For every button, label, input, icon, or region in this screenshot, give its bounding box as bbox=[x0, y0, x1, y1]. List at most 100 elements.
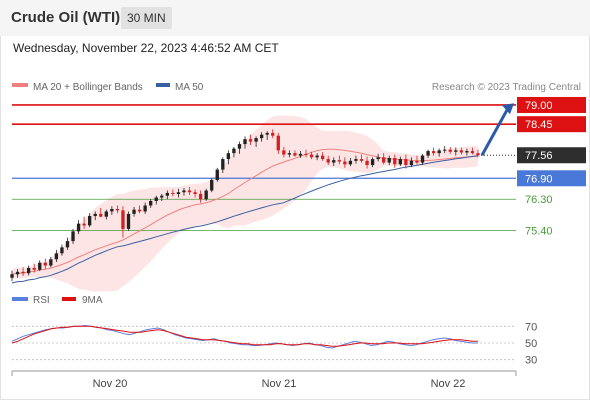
candle-body bbox=[43, 262, 47, 266]
ma50-legend-label: MA 50 bbox=[175, 82, 204, 93]
level-tag-79-00 bbox=[517, 96, 586, 113]
candle-body bbox=[315, 155, 319, 158]
candle-body bbox=[476, 153, 480, 156]
candle-body bbox=[221, 159, 225, 170]
candle-body bbox=[110, 209, 114, 212]
instrument-title: Crude Oil (WTI) bbox=[11, 9, 121, 26]
candle-body bbox=[448, 149, 452, 152]
candle-body bbox=[26, 267, 31, 274]
rsi-tick-label: 50 bbox=[525, 338, 537, 350]
candle-body bbox=[254, 138, 258, 142]
candle-body bbox=[370, 159, 375, 166]
candle-body bbox=[248, 139, 253, 142]
candle-body bbox=[149, 200, 153, 206]
candle-body bbox=[393, 158, 397, 165]
candle-body bbox=[10, 274, 14, 278]
ma9-legend-swatch bbox=[62, 297, 76, 301]
candle-body bbox=[387, 158, 391, 163]
candle-body bbox=[343, 161, 347, 165]
candle-body bbox=[365, 160, 369, 166]
candle-body bbox=[376, 157, 380, 160]
ma50-legend-swatch bbox=[156, 83, 170, 87]
x-tick-label: Nov 20 bbox=[93, 378, 128, 390]
candle-body bbox=[76, 223, 81, 232]
rsi-tick-label: 70 bbox=[525, 321, 537, 333]
forecast-arrow bbox=[480, 107, 510, 156]
candle-body bbox=[454, 150, 458, 152]
candle-body bbox=[49, 259, 53, 266]
candle-body bbox=[210, 180, 214, 191]
candle-body bbox=[104, 211, 108, 217]
candle-body bbox=[82, 223, 86, 226]
header-bar: Crude Oil (WTI) 30 MIN bbox=[0, 0, 590, 36]
candle-body bbox=[115, 209, 120, 211]
candle-body bbox=[237, 144, 242, 149]
candle-body bbox=[304, 153, 308, 155]
credit-label: Research © 2023 Trading Central bbox=[432, 82, 581, 93]
candle-body bbox=[215, 169, 219, 181]
level-tag-78-45 bbox=[517, 116, 586, 133]
candle-body bbox=[171, 192, 175, 194]
candle-body bbox=[459, 150, 464, 153]
candle-body bbox=[259, 134, 264, 139]
candle-body bbox=[437, 150, 441, 154]
candle-body bbox=[137, 209, 142, 212]
candle-body bbox=[126, 213, 131, 229]
rsi-legend-swatch bbox=[12, 297, 28, 301]
x-tick-label: Nov 21 bbox=[262, 378, 297, 390]
timeframe-badge[interactable]: 30 MIN bbox=[121, 7, 172, 29]
candle-body bbox=[54, 253, 59, 260]
candle-body bbox=[21, 271, 25, 274]
candle-body bbox=[71, 231, 75, 242]
candle-body bbox=[276, 135, 280, 151]
rsi-tick-label: 30 bbox=[525, 355, 537, 367]
forecast-arrowhead bbox=[502, 103, 514, 115]
candle-body bbox=[121, 210, 125, 229]
candle-body bbox=[132, 209, 136, 214]
candle-body bbox=[93, 213, 97, 216]
candle-body bbox=[321, 155, 325, 160]
candle-body bbox=[398, 159, 402, 165]
level-label: 79.00 bbox=[525, 100, 553, 112]
candle-body bbox=[193, 192, 197, 194]
candle-body bbox=[232, 148, 236, 154]
candle-body bbox=[182, 190, 186, 193]
candle-body bbox=[287, 153, 292, 155]
candle-body bbox=[359, 159, 364, 161]
level-label: 76.90 bbox=[525, 173, 553, 185]
candle-body bbox=[309, 154, 314, 158]
candle-body bbox=[65, 241, 70, 248]
candle-body bbox=[282, 150, 286, 155]
candle-body bbox=[271, 132, 275, 136]
candle-body bbox=[160, 195, 164, 198]
candle-body bbox=[382, 157, 386, 163]
candle-body bbox=[409, 160, 414, 166]
candle-body bbox=[15, 271, 20, 275]
candle-body bbox=[176, 192, 181, 194]
x-tick-label: Nov 22 bbox=[431, 378, 466, 390]
ma20-legend-label: MA 20 + Bollinger Bands bbox=[33, 82, 143, 93]
candle-body bbox=[426, 151, 430, 156]
ma9-legend-label: 9MA bbox=[82, 295, 103, 306]
current-price-tag bbox=[517, 147, 586, 164]
candle-body bbox=[326, 159, 330, 163]
candle-body bbox=[243, 139, 247, 145]
current-price-label: 77.56 bbox=[525, 150, 553, 162]
candle-body bbox=[60, 247, 64, 254]
candle-body bbox=[265, 132, 269, 135]
candle-body bbox=[431, 151, 436, 154]
candle-body bbox=[165, 192, 169, 196]
candle-body bbox=[226, 153, 231, 160]
candle-body bbox=[348, 160, 353, 165]
candle-body bbox=[99, 213, 103, 217]
rsi-line bbox=[11, 324, 478, 349]
timestamp-label: Wednesday, November 22, 2023 4:46:52 AM … bbox=[13, 41, 279, 55]
candle-body bbox=[332, 160, 336, 163]
candle-body bbox=[293, 153, 297, 156]
candle-body bbox=[187, 190, 192, 193]
candle-body bbox=[354, 159, 358, 161]
candle-body bbox=[443, 149, 447, 151]
candle-body bbox=[198, 193, 203, 200]
candle-body bbox=[88, 215, 92, 226]
